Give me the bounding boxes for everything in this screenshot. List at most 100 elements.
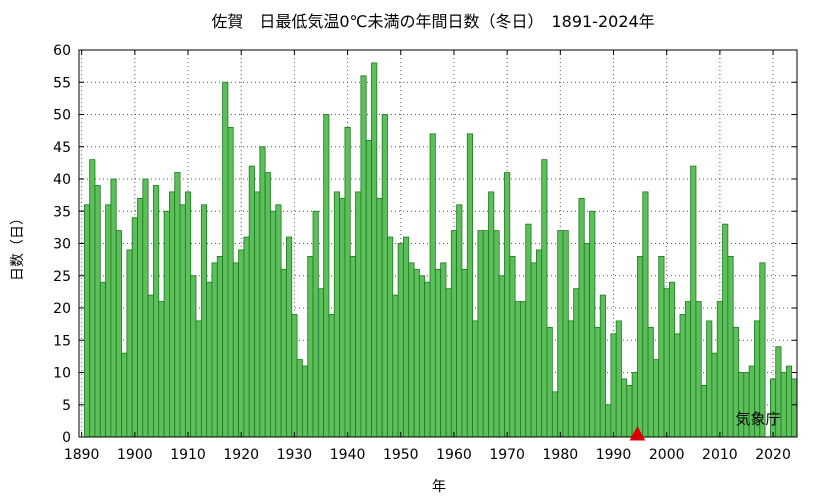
x-tick-label: 1940: [330, 447, 366, 463]
bar: [546, 326, 553, 438]
y-tick-label: 40: [53, 172, 71, 188]
bar: [270, 210, 277, 438]
bar: [711, 352, 718, 438]
bar: [291, 314, 298, 438]
bar: [206, 281, 213, 438]
bar: [408, 262, 415, 438]
bar: [349, 255, 356, 438]
bar: [562, 230, 569, 438]
bar: [381, 114, 388, 438]
bar: [424, 281, 431, 438]
bar: [684, 301, 692, 438]
bar: [477, 230, 484, 438]
bar: [450, 230, 458, 438]
bar: [355, 191, 362, 438]
bar: [605, 404, 612, 438]
bar: [456, 204, 463, 438]
x-tick-label: 1900: [117, 447, 153, 463]
bar: [637, 255, 644, 438]
bar: [700, 384, 707, 438]
bar: [259, 146, 266, 438]
bar: [328, 314, 335, 438]
bar: [376, 197, 383, 438]
x-tick-label: 1970: [489, 447, 525, 463]
y-tick-label: 0: [62, 430, 71, 446]
bar: [530, 262, 537, 438]
bar: [307, 255, 314, 438]
bar: [668, 281, 676, 438]
x-tick-label: 1980: [543, 447, 579, 463]
bar: [520, 301, 527, 438]
bar: [589, 210, 596, 438]
bar: [567, 320, 575, 438]
bar: [514, 301, 521, 438]
bar: [498, 275, 505, 438]
bar: [716, 301, 723, 438]
bar: [254, 191, 261, 438]
x-tick-label: 1960: [436, 447, 472, 463]
y-axis-label: 日数（日）: [10, 211, 26, 281]
bar: [238, 249, 245, 438]
x-tick-label: 1920: [223, 447, 259, 463]
bar: [509, 255, 516, 438]
bar: [722, 223, 729, 438]
bar: [110, 178, 117, 438]
bar: [126, 249, 133, 438]
bar: [621, 378, 628, 438]
bar: [440, 262, 447, 438]
bar: [397, 243, 404, 438]
bar: [642, 191, 649, 438]
y-tick-label: 55: [53, 75, 71, 91]
bar: [695, 301, 702, 438]
bar: [573, 288, 580, 438]
bar: [317, 288, 325, 438]
credit-label: 気象庁: [735, 410, 780, 428]
x-tick-label: 1930: [277, 447, 313, 463]
bar: [227, 127, 234, 438]
bar: [663, 288, 670, 438]
bar: [184, 191, 192, 438]
x-tick-label: 1950: [383, 447, 419, 463]
x-axis-label: 年: [432, 479, 446, 495]
bar: [301, 365, 309, 438]
x-tick-label: 1890: [64, 447, 100, 463]
y-tick-label: 45: [53, 140, 71, 156]
bar: [158, 301, 165, 438]
bar: [482, 230, 489, 438]
x-tick-label: 2000: [649, 447, 685, 463]
y-tick-label: 30: [53, 237, 71, 253]
bar: [99, 281, 106, 438]
bar: [169, 191, 176, 438]
bar: [312, 210, 319, 438]
bar: [658, 255, 665, 438]
bar: [248, 165, 255, 438]
bar: [131, 217, 138, 438]
marker-triangle: [629, 425, 646, 441]
bar: [413, 268, 420, 438]
bar: [94, 185, 101, 438]
y-tick-label: 10: [53, 366, 71, 382]
bar: [275, 204, 282, 438]
y-tick-label: 25: [53, 269, 71, 285]
bar: [780, 372, 787, 438]
bar: [174, 172, 181, 438]
bar: [525, 223, 532, 438]
bar: [504, 172, 511, 438]
bar: [770, 378, 777, 438]
bar: [626, 384, 633, 438]
bar: [679, 314, 686, 438]
bar: [211, 262, 218, 438]
bar: [535, 249, 543, 438]
y-tick-label: 20: [53, 301, 71, 317]
bar: [557, 230, 564, 438]
y-tick-label: 15: [53, 333, 71, 349]
bar: [594, 326, 601, 438]
bar: [115, 230, 122, 438]
bar: [403, 236, 410, 438]
bar: [653, 359, 660, 438]
bar: [163, 210, 170, 438]
y-tick-label: 5: [62, 398, 71, 414]
bar: [339, 197, 346, 438]
bar: [190, 275, 197, 438]
bar: [89, 159, 96, 438]
